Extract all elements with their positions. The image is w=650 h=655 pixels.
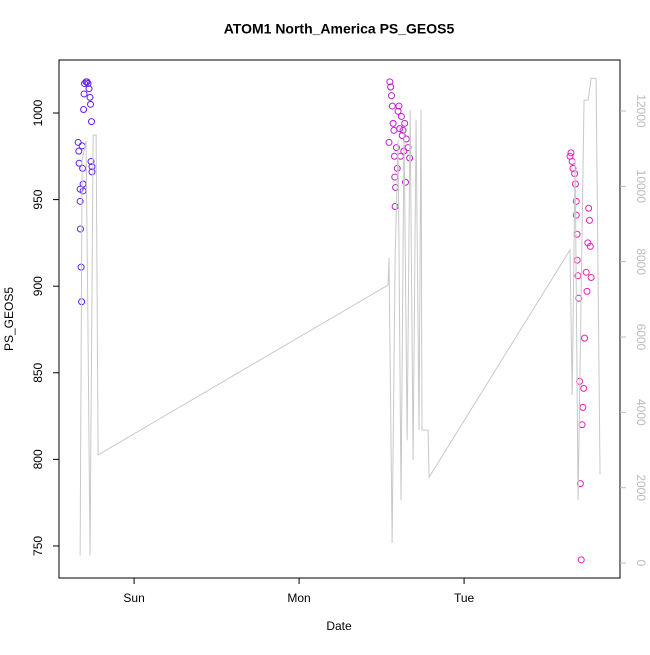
data-point xyxy=(583,287,591,295)
altitude-line xyxy=(79,77,601,556)
data-point xyxy=(399,126,407,134)
data-point xyxy=(572,197,580,205)
data-point xyxy=(386,78,394,86)
y2-tick-label: 10000 xyxy=(634,170,648,204)
y2-tick-label: 4000 xyxy=(634,399,648,426)
y-tick-label: 850 xyxy=(31,362,45,382)
data-point xyxy=(580,384,588,392)
y-axis-label: PS_GEOS5 xyxy=(2,287,16,351)
data-point xyxy=(88,163,96,171)
data-point xyxy=(75,147,83,155)
data-point xyxy=(581,334,589,342)
x-axis-label: Date xyxy=(326,619,352,633)
data-point xyxy=(74,138,82,146)
data-point xyxy=(76,197,84,205)
data-point xyxy=(582,268,590,276)
data-point xyxy=(79,164,87,172)
data-point xyxy=(586,242,594,250)
data-point xyxy=(391,173,399,181)
y2-tick-label: 2000 xyxy=(634,474,648,501)
data-point xyxy=(387,83,395,91)
data-point xyxy=(87,157,95,165)
chart-title: ATOM1 North_America PS_GEOS5 xyxy=(224,21,455,37)
data-point xyxy=(80,90,88,98)
data-point xyxy=(88,118,96,126)
data-point xyxy=(84,80,92,88)
y-tick-label: 900 xyxy=(31,276,45,296)
data-point xyxy=(587,274,595,282)
data-point xyxy=(402,178,409,186)
data-point xyxy=(395,102,403,110)
data-point xyxy=(585,204,593,212)
y-tick-label: 800 xyxy=(31,449,45,469)
x-tick-label: Mon xyxy=(287,591,310,605)
data-point xyxy=(76,225,84,233)
y2-tick-label: 8000 xyxy=(634,248,648,275)
y-tick-label: 950 xyxy=(31,189,45,209)
data-point xyxy=(577,556,585,564)
y-tick-label: 1000 xyxy=(31,99,45,126)
plot-frame xyxy=(58,59,621,579)
data-point xyxy=(392,144,400,152)
data-point xyxy=(389,119,397,127)
y2-tick-label: 12000 xyxy=(634,94,648,128)
data-point xyxy=(80,106,88,114)
data-point xyxy=(391,203,399,211)
data-point xyxy=(86,93,94,101)
data-point xyxy=(572,211,580,219)
data-point xyxy=(394,107,402,115)
y-tick-label: 750 xyxy=(31,536,45,556)
data-point xyxy=(575,294,583,302)
data-point xyxy=(397,112,405,120)
data-point xyxy=(576,480,584,488)
data-point xyxy=(85,85,93,93)
data-point xyxy=(385,138,393,146)
data-point xyxy=(402,135,410,143)
data-point xyxy=(584,239,592,247)
data-point xyxy=(387,92,395,100)
data-point xyxy=(87,100,95,108)
data-point xyxy=(388,102,396,110)
x-tick-label: Sun xyxy=(123,591,144,605)
x-tick-label: Tue xyxy=(454,591,475,605)
data-point xyxy=(88,168,96,176)
data-point xyxy=(404,144,412,152)
y2-tick-label: 6000 xyxy=(634,324,648,351)
data-point xyxy=(396,125,404,133)
data-point xyxy=(585,216,593,224)
data-point xyxy=(567,149,575,157)
data-point xyxy=(401,119,409,127)
y2-tick-label: 0 xyxy=(634,560,648,567)
data-point xyxy=(398,132,406,140)
